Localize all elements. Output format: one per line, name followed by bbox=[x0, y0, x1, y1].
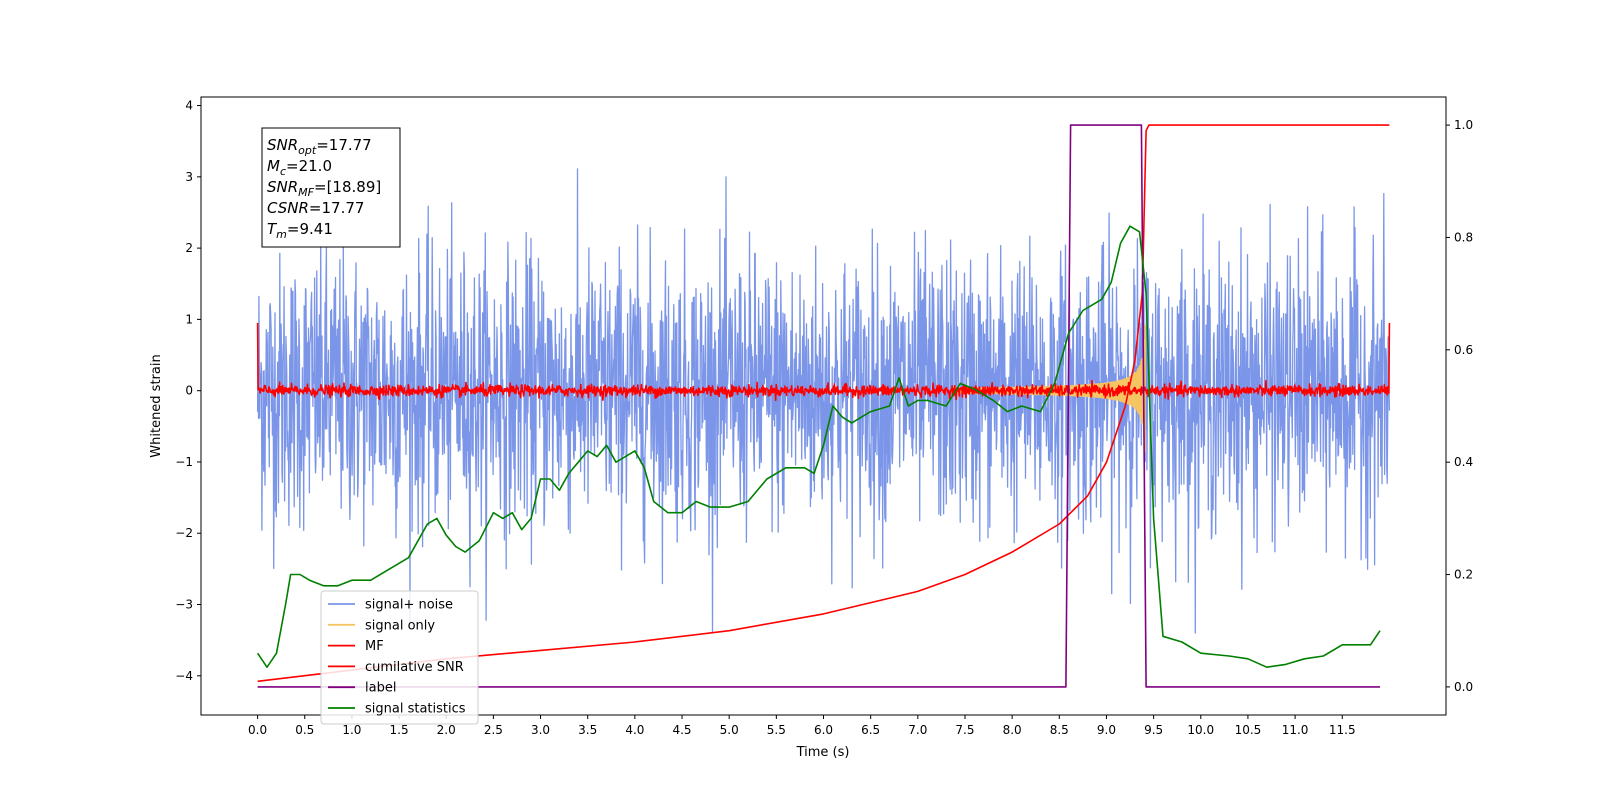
series-cumilative-snr bbox=[257, 124, 1390, 683]
series-mf bbox=[256, 322, 1391, 402]
x-tick-label: 11.5 bbox=[1329, 723, 1356, 737]
annotation-line: Mc=21.0 bbox=[267, 157, 332, 178]
y2-tick-label: 0.6 bbox=[1454, 343, 1473, 357]
legend: signal+ noise signal only MF cumilative SNR… bbox=[320, 590, 479, 725]
annotation-line: CSNR=17.77 bbox=[267, 199, 364, 217]
y-tick-label: −4 bbox=[175, 669, 193, 683]
y2-tick-label: 0.2 bbox=[1454, 568, 1473, 582]
y2-tick-label: 0.0 bbox=[1454, 680, 1473, 694]
legend-label: cumilative SNR bbox=[365, 660, 464, 675]
x-tick-label: 4.5 bbox=[672, 723, 691, 737]
x-tick-label: 0.5 bbox=[295, 723, 314, 737]
x-tick-label: 4.0 bbox=[625, 723, 644, 737]
x-tick-label: 3.0 bbox=[531, 723, 550, 737]
legend-label: signal+ noise bbox=[365, 598, 453, 613]
x-tick-label: 2.5 bbox=[484, 723, 503, 737]
x-tick-label: 6.5 bbox=[861, 723, 880, 737]
y-axis-label: Whitened strain bbox=[149, 354, 164, 457]
plot-area bbox=[256, 124, 1391, 688]
y2-tick-label: 1.0 bbox=[1454, 118, 1473, 132]
x-tick-label: 9.5 bbox=[1144, 723, 1163, 737]
x-tick-label: 7.5 bbox=[955, 723, 974, 737]
x-axis: 0.0 0.5 1.0 1.5 2.0 2.5 3.0 3.5 4.0 4.5 5.0 5.5 6.0 6… bbox=[248, 715, 1356, 737]
y-tick-label: 3 bbox=[185, 170, 193, 184]
annotation-line: Tm=9.41 bbox=[267, 220, 333, 241]
x-axis-label: Time (s) bbox=[796, 745, 850, 760]
y-tick-label: 4 bbox=[185, 99, 193, 113]
annotation-frame bbox=[261, 127, 401, 248]
y-tick-label: 2 bbox=[185, 241, 193, 255]
annotation-box: SNRopt=17.77Mc=21.0SNRMF=[18.89]CSNR=17.… bbox=[261, 127, 401, 248]
x-tick-label: 10.0 bbox=[1187, 723, 1214, 737]
x-tick-label: 11.0 bbox=[1282, 723, 1309, 737]
legend-label: signal only bbox=[365, 618, 435, 633]
legend-label: label bbox=[365, 681, 396, 696]
x-tick-label: 5.0 bbox=[720, 723, 739, 737]
x-tick-label: 8.0 bbox=[1003, 723, 1022, 737]
x-tick-label: 1.5 bbox=[390, 723, 409, 737]
series-signal-noise bbox=[256, 168, 1391, 634]
y2-tick-label: 0.4 bbox=[1454, 455, 1473, 469]
x-tick-label: 6.0 bbox=[814, 723, 833, 737]
series-label bbox=[257, 124, 1380, 688]
legend-label: signal statistics bbox=[365, 702, 466, 717]
y-axis-right: 1.0 0.8 0.6 0.4 0.2 0.0 bbox=[1446, 118, 1473, 694]
x-tick-label: 3.5 bbox=[578, 723, 597, 737]
y-tick-label: −1 bbox=[175, 455, 193, 469]
y-tick-label: −2 bbox=[175, 526, 193, 540]
x-tick-label: 7.0 bbox=[908, 723, 927, 737]
x-tick-label: 2.0 bbox=[437, 723, 456, 737]
y-tick-label: −3 bbox=[175, 598, 193, 612]
annotation-line: SNRopt=17.77 bbox=[267, 136, 372, 157]
series-signal-statistics bbox=[256, 225, 1381, 668]
legend-frame bbox=[320, 590, 479, 725]
y2-tick-label: 0.8 bbox=[1454, 230, 1473, 244]
x-tick-label: 10.5 bbox=[1235, 723, 1262, 737]
x-tick-label: 0.0 bbox=[248, 723, 267, 737]
x-tick-label: 9.0 bbox=[1097, 723, 1116, 737]
annotation-line: SNRMF=[18.89] bbox=[267, 178, 381, 199]
legend-label: MF bbox=[365, 639, 384, 654]
x-tick-label: 5.5 bbox=[767, 723, 786, 737]
x-tick-label: 8.5 bbox=[1050, 723, 1069, 737]
y-tick-label: 1 bbox=[185, 312, 193, 326]
x-tick-label: 1.0 bbox=[342, 723, 361, 737]
y-axis-left: 4 3 2 1 0 −1 −2 −3 −4 bbox=[175, 99, 201, 683]
y-tick-label: 0 bbox=[185, 384, 193, 398]
